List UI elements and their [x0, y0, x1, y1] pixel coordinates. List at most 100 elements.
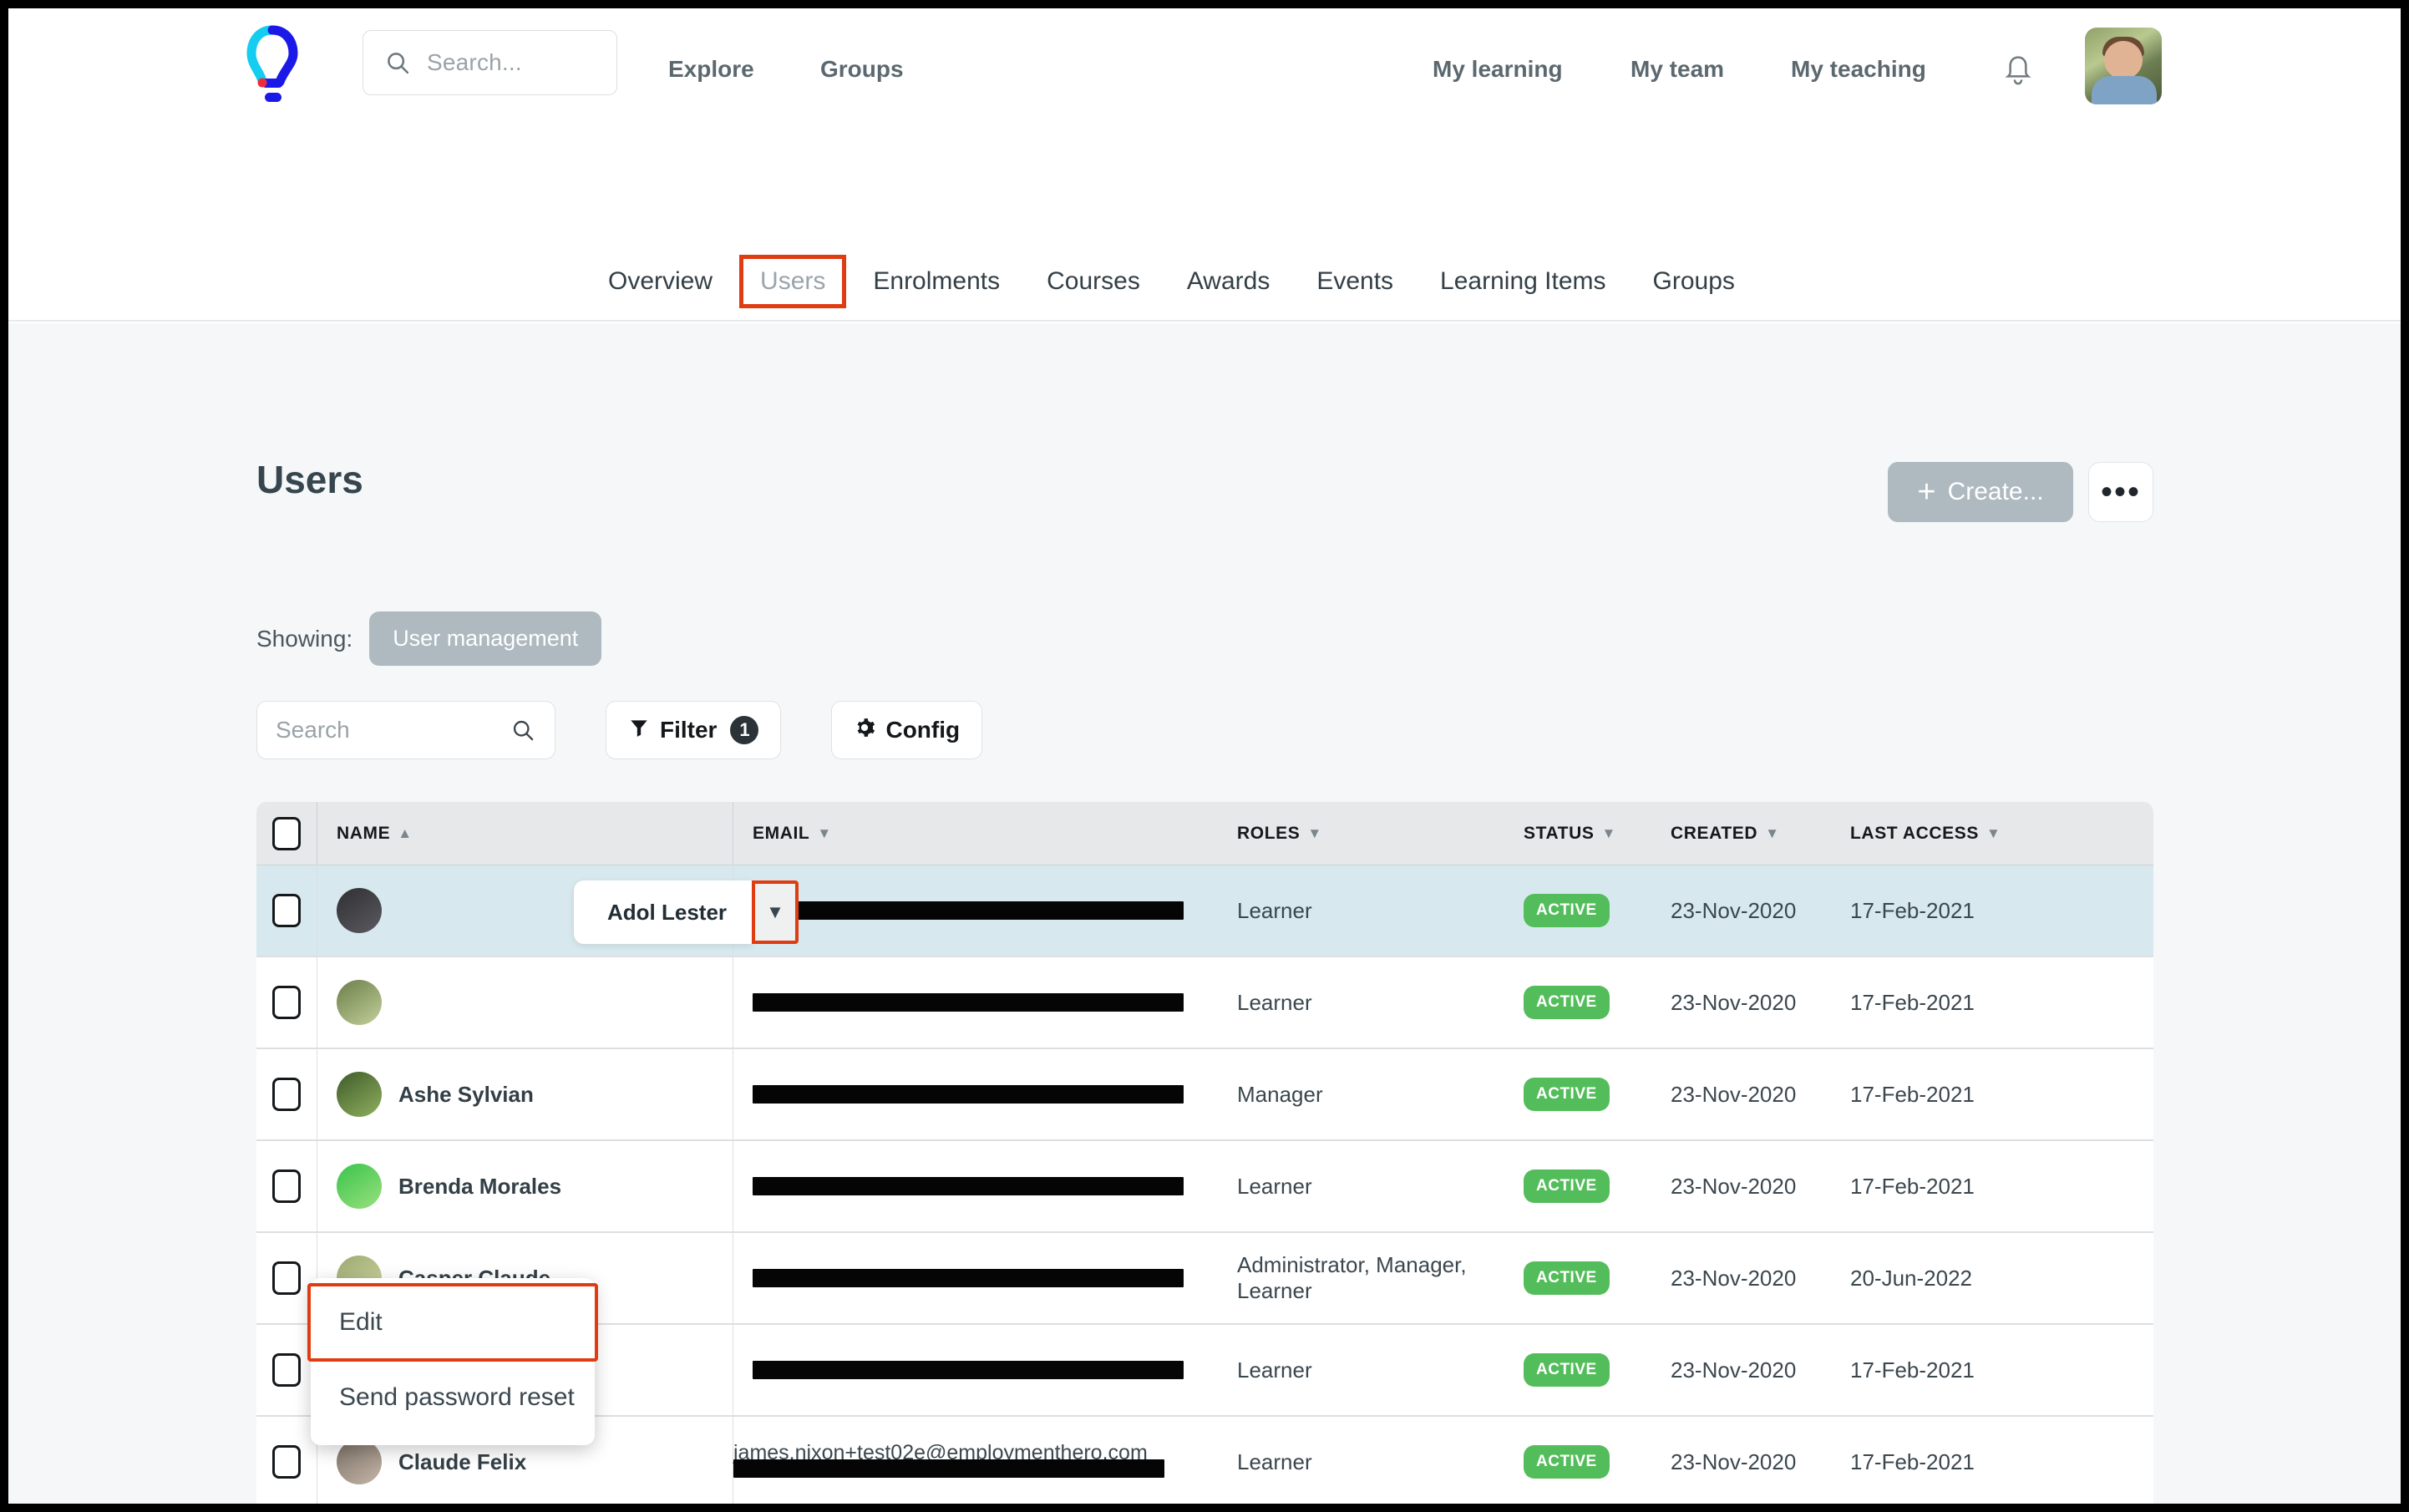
cell-roles: Learner [1237, 989, 1312, 1015]
column-header-status[interactable]: STATUS ▼ [1515, 802, 1662, 865]
user-name: Claude Felix [398, 1449, 527, 1474]
cell-last-access: 17-Feb-2021 [1850, 1449, 1975, 1474]
redacted-email [753, 1177, 1184, 1195]
cell-status: ACTIVE [1515, 1324, 1662, 1416]
table-row[interactable]: Learner ACTIVE 23-Nov-2020 17-Feb-2021 [256, 956, 2153, 1049]
row-checkbox[interactable] [272, 894, 301, 927]
column-header-email-label: EMAIL [753, 823, 810, 843]
cell-name [317, 865, 733, 956]
tab-list: Overview Users Enrolments Courses Awards… [585, 255, 1758, 308]
user-avatar[interactable] [2085, 28, 2162, 104]
filter-button[interactable]: Filter 1 [606, 701, 782, 759]
select-all-checkbox[interactable] [272, 816, 301, 850]
page-title: Users [256, 458, 363, 501]
nav-link-my-team[interactable]: My team [1631, 56, 1725, 82]
nav-link-explore[interactable]: Explore [668, 56, 754, 82]
avatar [337, 980, 382, 1025]
row-checkbox[interactable] [272, 1078, 301, 1111]
notification-bell-icon[interactable] [2001, 53, 2035, 90]
tab-awards[interactable]: Awards [1186, 267, 1270, 295]
showing-pill-user-management[interactable]: User management [369, 611, 602, 666]
more-options-button[interactable]: ••• [2088, 462, 2153, 522]
row-checkbox[interactable] [272, 1170, 301, 1203]
cell-last-access: 17-Feb-2021 [1850, 989, 1975, 1015]
nav-link-my-teaching[interactable]: My teaching [1791, 56, 1926, 82]
search-icon[interactable] [511, 718, 535, 742]
row-checkbox[interactable] [272, 986, 301, 1019]
cell-email [733, 1140, 1218, 1232]
cell-created: 23-Nov-2020 [1671, 1265, 1797, 1291]
row-select-cell [256, 1445, 317, 1479]
column-header-created-label: CREATED [1671, 823, 1758, 843]
tab-overview[interactable]: Overview [608, 267, 713, 295]
redacted-email [753, 1361, 1184, 1379]
tab-users[interactable]: Users [739, 255, 847, 308]
row-select-cell [256, 1261, 317, 1295]
cell-roles: Learner [1237, 897, 1312, 923]
page-content: Users + Create... ••• Showing: User mana… [8, 323, 2401, 1504]
cell-created: 23-Nov-2020 [1671, 1449, 1797, 1474]
cell-roles: Learner [1237, 1173, 1312, 1199]
tab-courses[interactable]: Courses [1047, 267, 1140, 295]
redacted-email [753, 993, 1184, 1012]
sort-desc-icon: ▼ [1307, 824, 1322, 841]
row-select-cell [256, 1353, 317, 1387]
table-search-input[interactable]: Search [256, 701, 555, 759]
column-header-created[interactable]: CREATED ▼ [1662, 802, 1842, 865]
sort-desc-icon: ▼ [817, 824, 832, 841]
column-header-email[interactable]: EMAIL ▼ [733, 802, 1218, 865]
nav-link-groups[interactable]: Groups [820, 56, 904, 82]
cell-roles: Learner [1237, 1357, 1312, 1383]
cell-last-access: 17-Feb-2021 [1850, 1357, 1975, 1383]
cell-created: 23-Nov-2020 [1671, 897, 1797, 923]
status-badge: ACTIVE [1524, 1078, 1610, 1111]
tab-enrolments[interactable]: Enrolments [873, 267, 1001, 295]
cell-created: 23-Nov-2020 [1671, 1081, 1797, 1107]
create-button[interactable]: + Create... [1888, 462, 2073, 522]
table-row[interactable]: Brenda Morales Learner ACTIVE 23-Nov-202… [256, 1140, 2153, 1233]
column-header-last-access[interactable]: LAST ACCESS ▼ [1842, 802, 2051, 865]
cell-status: ACTIVE [1515, 1048, 1662, 1140]
row-select-cell [256, 894, 317, 927]
chevron-down-icon: ▼ [766, 901, 784, 922]
sort-desc-icon: ▼ [1986, 824, 2001, 841]
plus-icon: + [1917, 474, 1936, 510]
tab-events[interactable]: Events [1316, 267, 1394, 295]
row-name-dropdown-label[interactable]: Adol Lester [574, 880, 753, 944]
column-header-name[interactable]: NAME ▲ [317, 802, 733, 865]
nav-link-my-learning[interactable]: My learning [1433, 56, 1563, 82]
filter-count-badge: 1 [730, 716, 759, 744]
avatar [337, 1072, 382, 1117]
status-badge: ACTIVE [1524, 1261, 1610, 1295]
gear-icon [854, 717, 875, 744]
tab-learning-items[interactable]: Learning Items [1440, 267, 1606, 295]
cell-last-access: 17-Feb-2021 [1850, 1173, 1975, 1199]
ellipsis-icon: ••• [2100, 474, 2141, 510]
global-search-input[interactable]: Search... [363, 30, 617, 95]
avatar-body [2092, 76, 2157, 104]
tab-groups[interactable]: Groups [1652, 267, 1735, 295]
status-badge: ACTIVE [1524, 1353, 1610, 1387]
row-name-dropdown-toggle[interactable]: ▼ [752, 880, 799, 944]
menu-item-send-password-reset[interactable]: Send password reset [339, 1383, 575, 1411]
cell-status: ACTIVE [1515, 1140, 1662, 1232]
lightbulb-logo-icon[interactable] [246, 23, 298, 107]
avatar [337, 1164, 382, 1209]
cell-name [317, 956, 733, 1048]
column-header-roles[interactable]: ROLES ▼ [1218, 802, 1515, 865]
cell-roles: Manager [1237, 1081, 1323, 1107]
status-badge: ACTIVE [1524, 1170, 1610, 1203]
table-row[interactable]: Ashe Sylvian Manager ACTIVE 23-Nov-2020 … [256, 1048, 2153, 1141]
menu-item-edit[interactable]: Edit [307, 1283, 598, 1362]
row-checkbox[interactable] [272, 1261, 301, 1295]
row-checkbox[interactable] [272, 1353, 301, 1387]
users-table: NAME ▲ EMAIL ▼ ROLES ▼ STATUS ▼ CREATED [256, 802, 2153, 1504]
cell-created: 23-Nov-2020 [1671, 1357, 1797, 1383]
row-select-cell [256, 986, 317, 1019]
row-name-dropdown[interactable]: Adol Lester ▼ [574, 880, 799, 944]
table-row[interactable]: Learner ACTIVE 23-Nov-2020 17-Feb-2021 A… [256, 865, 2153, 957]
row-checkbox[interactable] [272, 1445, 301, 1479]
config-button[interactable]: Config [831, 701, 983, 759]
cell-roles: Learner [1237, 1449, 1312, 1474]
cell-name: Brenda Morales [317, 1140, 733, 1232]
